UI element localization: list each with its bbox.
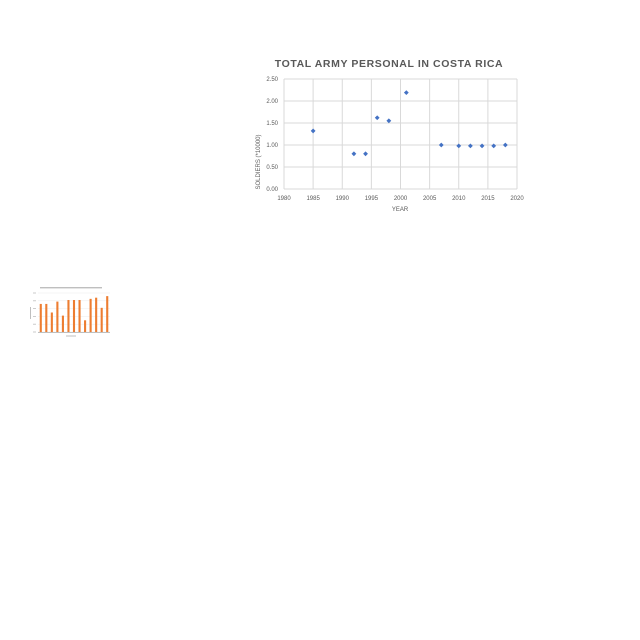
thumbnail-y-tick (33, 316, 36, 317)
x-tick-labels: 1980 1985 1990 1995 2000 2005 2010 2015 2020 (277, 196, 524, 202)
x-axis-label: YEAR (392, 207, 409, 213)
x-tick-label: 1980 (277, 196, 291, 202)
data-point-marker (456, 143, 462, 149)
x-tick-label: 2005 (423, 196, 437, 202)
chart-title: TOTAL ARMY PERSONAL IN COSTA RICA (275, 58, 503, 70)
x-tick-label: 1990 (336, 196, 350, 202)
data-point-marker (363, 151, 368, 157)
y-tick-label: 0.50 (266, 165, 278, 171)
data-point-marker (310, 128, 316, 134)
grid-lines (283, 78, 518, 190)
thumbnail-bar-chart (30, 287, 110, 337)
thumbnail-y-tick (33, 331, 36, 333)
thumbnail-bar (39, 303, 42, 332)
thumbnail-y-tick (33, 323, 36, 325)
data-point-marker (351, 151, 357, 157)
thumbnail-y-tick (33, 300, 36, 302)
thumbnail-bar (45, 303, 48, 332)
thumbnail-grid-lines (33, 292, 110, 333)
thumbnail-y-axis (30, 307, 31, 319)
data-point-marker (502, 142, 508, 148)
thumbnail-bar (61, 315, 64, 332)
thumbnail-bar (89, 298, 92, 332)
thumbnail-x-axis (38, 332, 110, 337)
thumbnail-bar (84, 320, 87, 332)
y-tick-label: 2.50 (266, 77, 278, 83)
y-tick-label: 1.50 (266, 121, 278, 127)
thumbnail-bar (100, 307, 103, 332)
x-tick-label: 2010 (452, 196, 466, 202)
thumbnail-title-text (40, 287, 102, 289)
y-tick-label: 0.00 (266, 187, 278, 193)
x-tick-label: 2020 (510, 196, 524, 202)
thumbnail-bar (50, 312, 53, 332)
thumbnail-bars (39, 296, 109, 332)
data-point-marker (438, 142, 444, 148)
thumbnail-bar (106, 296, 109, 332)
x-tick-label: 2000 (394, 196, 408, 202)
y-tick-label: 1.00 (266, 143, 278, 149)
thumbnail-y-tick (33, 308, 36, 309)
thumbnail-bar (56, 301, 59, 332)
data-point-marker (403, 90, 409, 96)
thumbnail-bar (67, 300, 70, 332)
y-tick-label: 2.00 (266, 99, 278, 105)
y-tick-labels: 0.00 0.50 1.00 1.50 2.00 2.50 (266, 77, 278, 193)
data-point-marker (374, 115, 380, 121)
thumbnail-bar (72, 300, 76, 332)
y-axis-label: SOLDIERS (*10000) (256, 134, 262, 189)
x-tick-label: 2015 (481, 196, 495, 202)
x-tick-label: 1985 (306, 196, 320, 202)
data-point-marker (491, 143, 497, 149)
data-point-marker (479, 143, 485, 149)
data-point-marker (468, 143, 473, 149)
thumbnail-bar (95, 297, 98, 332)
x-tick-label: 1995 (365, 196, 379, 202)
thumbnail-y-tick (33, 292, 36, 294)
thumbnail-bar (78, 300, 81, 332)
army-personnel-scatter-chart: TOTAL ARMY PERSONAL IN COSTA RICA 0.000.… (256, 58, 524, 213)
data-point-marker (386, 118, 392, 124)
